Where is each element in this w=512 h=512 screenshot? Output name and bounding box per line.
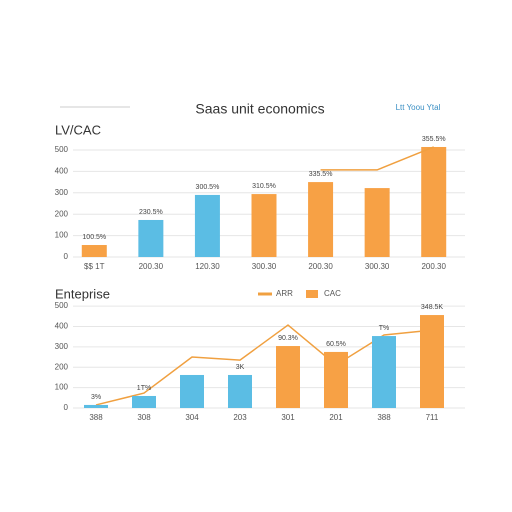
- x-tick-label: 711: [426, 413, 439, 422]
- bar: [364, 188, 390, 257]
- x-tick-label: 308: [137, 413, 151, 422]
- x-tick-label: 301: [281, 413, 295, 422]
- y-tick-label: 0: [64, 252, 69, 261]
- line: [320, 146, 434, 171]
- y-tick-label: 400: [55, 166, 69, 175]
- y-tick-label: 400: [55, 322, 69, 331]
- x-tick-label: 300.30: [365, 262, 390, 271]
- x-tick-label: 120.30: [195, 262, 220, 271]
- y-tick-label: 100: [55, 231, 69, 240]
- bar: [180, 374, 204, 408]
- header-note: Ltt Yoou Ytal: [396, 103, 441, 112]
- bar-label: 3%: [91, 394, 101, 401]
- bar: [138, 219, 164, 257]
- x-tick-label: $$ 1T: [84, 262, 105, 271]
- y-tick-label: 500: [55, 301, 69, 310]
- chart-subtitle: LV/CAC: [55, 122, 101, 137]
- bar-label: 348.5K: [421, 304, 444, 311]
- bar-label: 100.5%: [82, 234, 106, 241]
- y-tick-label: 100: [55, 383, 69, 392]
- bar-label: 355.5%: [422, 136, 446, 143]
- x-tick-label: 200.30: [308, 262, 333, 271]
- bar: [228, 374, 252, 408]
- bar: [194, 194, 220, 257]
- chart-subtitle: Enteprise: [55, 286, 110, 301]
- bar: [420, 315, 444, 408]
- x-tick-label: 388: [377, 413, 391, 422]
- bar: [276, 346, 300, 408]
- x-tick-label: 200.30: [421, 262, 446, 271]
- bar: [251, 194, 277, 257]
- x-tick-label: 201: [329, 413, 343, 422]
- chart-title: Saas unit economics: [195, 101, 324, 117]
- bar-label: 310.5%: [252, 183, 276, 190]
- legend-swatch: [306, 290, 318, 298]
- x-tick-label: 304: [185, 413, 199, 422]
- x-tick-label: 200.30: [139, 262, 164, 271]
- y-tick-label: 300: [55, 342, 69, 351]
- y-tick-label: 500: [55, 145, 69, 154]
- bar-label: T%: [379, 325, 390, 332]
- bar: [84, 404, 108, 408]
- bar-label: 60.5%: [326, 341, 346, 348]
- bar: [421, 146, 447, 257]
- bar-label: 1T%: [137, 385, 151, 392]
- bar: [81, 245, 107, 257]
- bar: [132, 395, 156, 408]
- bar-label: 3K: [236, 364, 245, 371]
- legend-label: ARR: [276, 289, 293, 298]
- bar: [372, 336, 396, 408]
- x-tick-label: 300.30: [252, 262, 277, 271]
- y-tick-label: 200: [55, 209, 69, 218]
- x-tick-label: 203: [233, 413, 247, 422]
- bar-label: 90.3%: [278, 335, 298, 342]
- y-tick-label: 0: [64, 403, 69, 412]
- x-tick-label: 388: [89, 413, 103, 422]
- y-tick-label: 200: [55, 362, 69, 371]
- y-tick-label: 300: [55, 188, 69, 197]
- bar: [308, 182, 334, 257]
- bar-label: 335.5%: [309, 171, 333, 178]
- legend-label: CAC: [324, 289, 341, 298]
- bar-label: 300.5%: [196, 184, 220, 191]
- bar: [324, 351, 348, 408]
- bar-label: 230.5%: [139, 209, 163, 216]
